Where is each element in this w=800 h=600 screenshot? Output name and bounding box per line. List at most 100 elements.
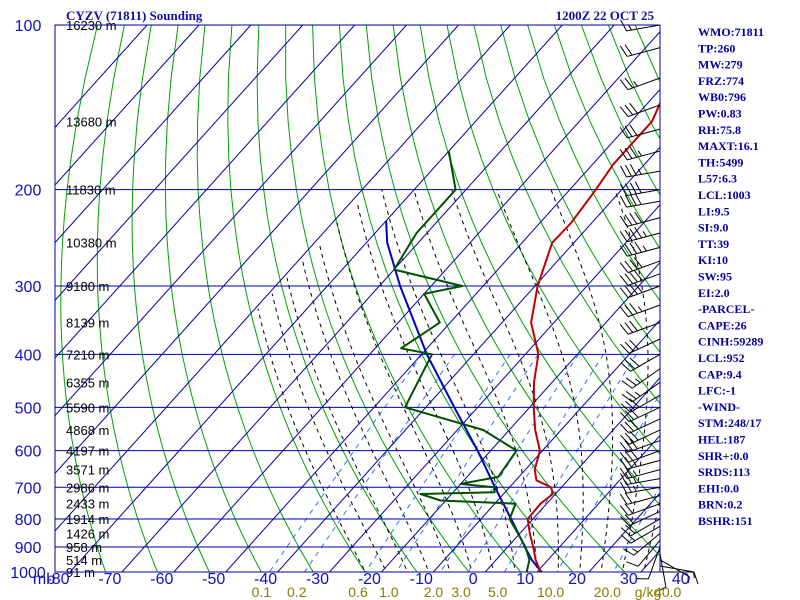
isotherm [380,261,660,572]
moist-adiabat [643,498,660,572]
index-value: CINH:59289 [698,335,763,349]
index-value: PW:0.83 [698,107,742,121]
moist-adiabat [451,189,559,572]
temperature-tick-label: -80 [46,571,69,588]
wind-barb [619,44,661,57]
index-value: SW:95 [698,270,732,284]
chart-title: CYZV (71811) Sounding [66,8,203,23]
isotherm [588,492,660,572]
temperature-tick-label: 40 [672,571,690,588]
isotherm [432,319,660,572]
isotherm [225,88,660,572]
wind-barb [620,163,661,178]
height-label: 10380 m [66,236,117,251]
isotherm [55,25,304,302]
wind-barb [619,227,661,243]
dry-adiabat [580,25,660,196]
index-value: BSHR:151 [698,514,753,528]
temperature-tick-label: -60 [150,571,173,588]
index-value: SRDS:113 [698,465,750,479]
temperature-tick-label: 30 [620,571,638,588]
isotherm [328,204,660,572]
dry-adiabat [196,25,314,572]
wind-barb [619,77,661,91]
wind-barb [619,302,661,318]
wind-barb [620,353,661,372]
mixing-ratio-lines [268,354,660,572]
index-value: CAP:9.4 [698,367,742,381]
pressure-tick-label: 400 [15,347,42,364]
dry-adiabat [365,25,626,572]
index-value: RH:75.8 [698,123,741,137]
moist-adiabat [381,189,516,572]
temperature-tick-label: -70 [98,571,121,588]
wind-barb [619,320,661,335]
pressure-tick-label: 300 [15,279,42,296]
moist-adiabat [496,189,584,572]
profiles [385,100,660,572]
temperature-tick-label: 10 [516,571,534,588]
height-label: 1426 m [66,526,109,541]
dewpoint-trace [393,150,531,572]
wind-barb [621,368,661,389]
moist-adiabat [336,222,473,572]
wind-barb [619,503,661,516]
dry-adiabat [527,25,660,302]
dry-adiabat [312,25,522,572]
pressure-tick-label: 100 [15,18,42,35]
height-label: 4197 m [66,444,109,459]
index-value: EI:2.0 [698,286,730,300]
indices-panel: WMO:71811 TP:260 MW:279 FRZ:774 WB0:796 PW:0.… [698,25,764,528]
index-value: STM:248/17 [698,416,761,430]
index-value: SI:9.0 [698,221,728,235]
pressure-unit-label: mb [33,571,55,588]
mixing-ratio-unit: g/kg [635,584,661,600]
wind-barb [619,102,661,118]
isotherm [536,434,660,572]
moist-adiabat [413,189,538,572]
height-label: 13680 m [66,114,117,129]
isotherm [55,25,407,417]
height-label: 9180 m [66,279,109,294]
mixing-ratio-label: 1.0 [379,584,399,600]
mixing-ratio-line [304,354,455,572]
wind-barb [622,533,661,556]
temperature-tick-label: 0 [469,571,478,588]
wind-barb [619,241,661,257]
isotherm [173,31,660,572]
mixing-ratio-line [365,354,511,572]
moist-adiabat [271,293,387,572]
wind-barb [620,406,661,423]
wind-barb [619,457,661,470]
pressure-tick-label: 500 [15,400,42,417]
isotherm [121,25,615,572]
index-value: SHR+:0.0 [698,449,749,463]
dry-adiabat [392,25,660,557]
chart-timestamp: 1200Z 22 OCT 25 [556,8,655,23]
isotherm [55,25,252,244]
index-value: TT:39 [698,237,729,251]
mixing-ratio-line [395,354,539,572]
wind-barb [620,181,661,197]
temperature-tick-label: -40 [254,571,277,588]
moist-adiabat [356,201,494,572]
mixing-ratio-label: 3.0 [451,584,471,600]
mixing-ratio-line [440,354,579,572]
wind-barb [660,571,699,585]
height-label: 1914 m [66,512,109,527]
pressure-tick-label: 600 [15,444,42,461]
mixing-ratio-label: 10.0 [537,584,564,600]
mixing-ratio-line [556,393,660,572]
height-label: 8139 m [66,316,109,331]
index-value: LFC:-1 [698,384,736,398]
wind-barb [619,124,661,139]
wind-barb [619,146,661,161]
isotherm [55,25,459,475]
isotherm [55,25,511,532]
height-label: 958 m [66,540,102,555]
isotherm [276,146,660,572]
height-label: 4868 m [66,423,109,438]
moist-adiabat [318,242,451,572]
temperature-tick-label: -50 [202,571,225,588]
